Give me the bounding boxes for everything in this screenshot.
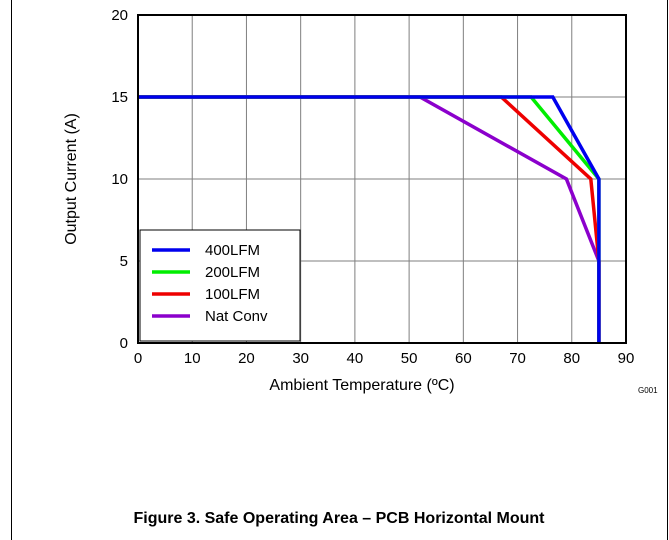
- y-tick-label: 5: [120, 253, 128, 270]
- safe-operating-area-chart: 0 10 20 30 40 50 60 70 80 90 0 5 10 15 20 Ambient Temp…: [63, 7, 634, 394]
- x-tick-label: 50: [401, 350, 418, 367]
- y-tick-label: 15: [111, 89, 128, 106]
- x-tick-label: 0: [134, 350, 142, 367]
- y-axis-label: Output Current (A): [63, 113, 80, 245]
- x-tick-label: 40: [347, 350, 364, 367]
- x-tick-label: 30: [292, 350, 309, 367]
- x-tick-label: 60: [455, 350, 472, 367]
- legend: 400LFM 200LFM 100LFM Nat Conv: [139, 229, 301, 342]
- page-border-left: [11, 0, 12, 540]
- legend-label: 400LFM: [205, 242, 260, 259]
- legend-label: 200LFM: [205, 264, 260, 281]
- page-border-right: [667, 0, 668, 540]
- series-line-400lfm: [138, 95, 601, 343]
- legend-label: Nat Conv: [205, 308, 268, 325]
- y-tick-label: 20: [111, 7, 128, 24]
- tick-labels: 0 10 20 30 40 50 60 70 80 90 0 5 10 15 20: [111, 7, 634, 367]
- x-tick-label: 10: [184, 350, 201, 367]
- plot-area-border: [137, 14, 627, 344]
- series-lines: [138, 95, 601, 343]
- legend-label: 100LFM: [205, 286, 260, 303]
- figure-caption: Figure 3. Safe Operating Area – PCB Hori…: [133, 510, 545, 527]
- x-tick-label: 70: [509, 350, 526, 367]
- y-tick-label: 0: [120, 335, 128, 352]
- x-tick-label: 80: [563, 350, 580, 367]
- x-tick-label: 90: [618, 350, 635, 367]
- y-tick-label: 10: [111, 171, 128, 188]
- x-tick-label: 20: [238, 350, 255, 367]
- x-axis-label: Ambient Temperature (ºC): [269, 377, 454, 394]
- figure-id: G001: [638, 386, 658, 395]
